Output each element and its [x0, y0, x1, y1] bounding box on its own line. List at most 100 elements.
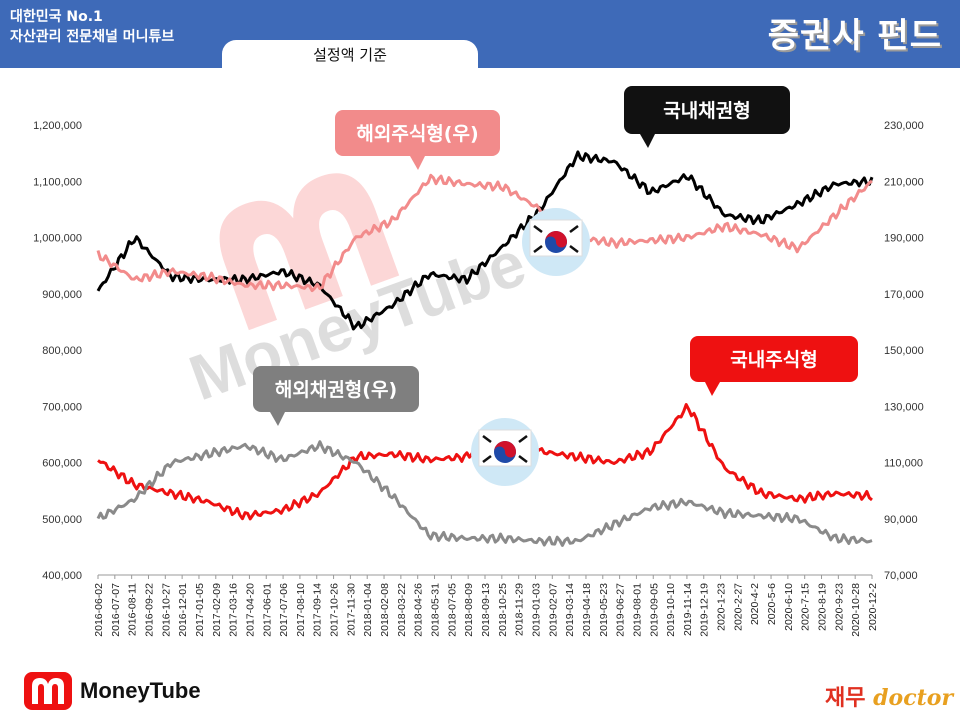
- x-tick-label: 2018-05-31: [430, 583, 442, 637]
- footer-jaemu: 재무: [825, 686, 866, 711]
- brand-channel-name: 자산관리 전문채널 머니튜브: [10, 29, 175, 45]
- callout-2: 해외채권형(우): [253, 366, 419, 426]
- left-tick-label: 400,000: [42, 570, 82, 582]
- callout-box: [690, 336, 858, 382]
- callout-0: 해외주식형(우): [335, 110, 500, 170]
- moneytube-logo-icon: [24, 672, 72, 710]
- callout-tail: [705, 382, 720, 396]
- x-tick-label: 2016-09-22: [143, 583, 155, 637]
- left-tick-label: 1,000,000: [33, 233, 82, 245]
- x-tick-label: 2016-06-02: [93, 583, 105, 637]
- footer-brand: MoneyTube: [80, 678, 201, 703]
- x-tick-label: 2018-02-08: [379, 583, 391, 637]
- footer-jaemu-doctor: 재무 doctor: [825, 680, 953, 712]
- right-axis: 70,000 90,000 110,000 130,000 150,000 170,000…: [884, 120, 924, 582]
- x-tick-label: 2019-12-19: [699, 583, 711, 637]
- x-tick-label: 2019-08-01: [631, 583, 643, 637]
- callout-label: 해외주식형(우): [356, 123, 478, 145]
- x-tick-label: 2017-04-20: [244, 583, 256, 637]
- x-tick-label: 2020-9-23: [833, 583, 845, 631]
- x-tick-label: 2020-1-23: [716, 583, 728, 631]
- x-tick-label: 2019-09-05: [648, 583, 660, 637]
- page-title: 증권사 펀드: [767, 16, 942, 56]
- korean-flag-icon: [471, 418, 539, 486]
- header-bar: [0, 0, 960, 68]
- x-tick-label: 2018-04-26: [413, 583, 425, 637]
- right-tick-label: 130,000: [884, 401, 924, 413]
- right-tick-label: 190,000: [884, 233, 924, 245]
- x-tick-label: 2016-07-07: [110, 583, 122, 637]
- x-tick-label: 2017-01-05: [194, 583, 206, 637]
- left-tick-label: 800,000: [42, 345, 82, 357]
- callout-box: [335, 110, 500, 156]
- x-tick-label: 2019-11-14: [682, 583, 694, 636]
- x-tick-label: 2020-5-6: [766, 583, 778, 625]
- x-tick-label: 2020-12-2: [867, 583, 879, 631]
- callout-label: 국내주식형: [730, 349, 817, 371]
- x-tick-label: 2017-07-06: [278, 583, 290, 637]
- left-axis: 400,000 500,000 600,000 700,000 800,000 900,0…: [33, 120, 82, 582]
- left-tick-label: 500,000: [42, 514, 82, 526]
- callout-tail: [410, 156, 425, 170]
- x-tick-label: 2018-03-22: [396, 583, 408, 637]
- callout-tail: [270, 412, 285, 426]
- x-tick-label: 2017-06-01: [261, 583, 273, 637]
- watermark-logo-icon: [219, 173, 400, 331]
- right-tick-label: 170,000: [884, 289, 924, 301]
- right-tick-label: 230,000: [884, 120, 924, 132]
- x-tick-label: 2017-02-09: [211, 583, 223, 637]
- x-tick-label: 2020-10-28: [850, 583, 862, 637]
- x-tick-label: 2019-05-23: [598, 583, 610, 637]
- x-tick-label: 2018-10-25: [497, 583, 509, 637]
- x-tick-label: 2020-2-27: [732, 583, 744, 631]
- right-tick-label: 110,000: [884, 458, 923, 470]
- x-tick-label: 2019-02-07: [547, 583, 559, 637]
- x-tick-label: 2019-06-27: [615, 583, 627, 637]
- x-tick-label: 2018-09-13: [480, 583, 492, 637]
- korean-flag-icon: [522, 208, 590, 276]
- callout-box: [253, 366, 419, 412]
- x-tick-label: 2018-11-29: [514, 583, 526, 636]
- x-tick-label: 2020-7-15: [800, 583, 812, 631]
- x-tick-label: 2017-03-16: [228, 583, 240, 637]
- x-tick-label: 2016-10-27: [160, 583, 172, 637]
- series-line-3: [96, 440, 873, 547]
- x-tick-label: 2017-10-26: [329, 583, 341, 637]
- brand-tagline: 대한민국 No.1: [10, 9, 103, 25]
- callout-tail: [640, 134, 655, 148]
- x-tick-label: 2019-01-03: [530, 583, 542, 637]
- x-tick-label: 2017-11-30: [345, 583, 357, 636]
- callout-label: 해외채권형(우): [275, 379, 397, 401]
- footer-doctor: doctor: [873, 685, 954, 711]
- left-tick-label: 700,000: [42, 401, 82, 413]
- series-line-1: [96, 173, 873, 293]
- x-tick-label: 2019-10-10: [665, 583, 677, 637]
- left-tick-label: 900,000: [42, 289, 82, 301]
- x-tick-label: 2018-07-05: [446, 583, 458, 637]
- x-tick-label: 2020-8-19: [817, 583, 829, 631]
- callout-3: 국내주식형: [690, 336, 858, 396]
- x-tick-label: 2017-09-14: [312, 583, 324, 637]
- x-axis: 2016-06-02 2016-07-07 2016-08-11 2016-09-22…: [93, 574, 879, 637]
- x-tick-label: 2019-03-14: [564, 583, 576, 637]
- left-tick-label: 600,000: [42, 458, 82, 470]
- callout-label: 국내채권형: [663, 100, 750, 122]
- x-tick-label: 2020-6-10: [783, 583, 795, 631]
- right-tick-label: 150,000: [884, 345, 924, 357]
- subtitle-tab: 설정액 기준: [222, 40, 478, 70]
- x-tick-label: 2017-08-10: [295, 583, 307, 637]
- right-tick-label: 70,000: [884, 570, 918, 582]
- right-tick-label: 90,000: [884, 514, 918, 526]
- right-tick-label: 210,000: [884, 176, 924, 188]
- callout-1: 국내채권형: [624, 86, 790, 148]
- x-tick-label: 2016-08-11: [127, 583, 139, 636]
- left-tick-label: 1,200,000: [33, 120, 82, 132]
- left-tick-label: 1,100,000: [33, 176, 82, 188]
- x-tick-label: 2019-04-18: [581, 583, 593, 637]
- x-tick-label: 2020-4-2: [749, 583, 761, 625]
- series-line-0: [96, 150, 874, 331]
- x-tick-label: 2018-08-09: [463, 583, 475, 637]
- x-tick-label: 2016-12-01: [177, 583, 189, 637]
